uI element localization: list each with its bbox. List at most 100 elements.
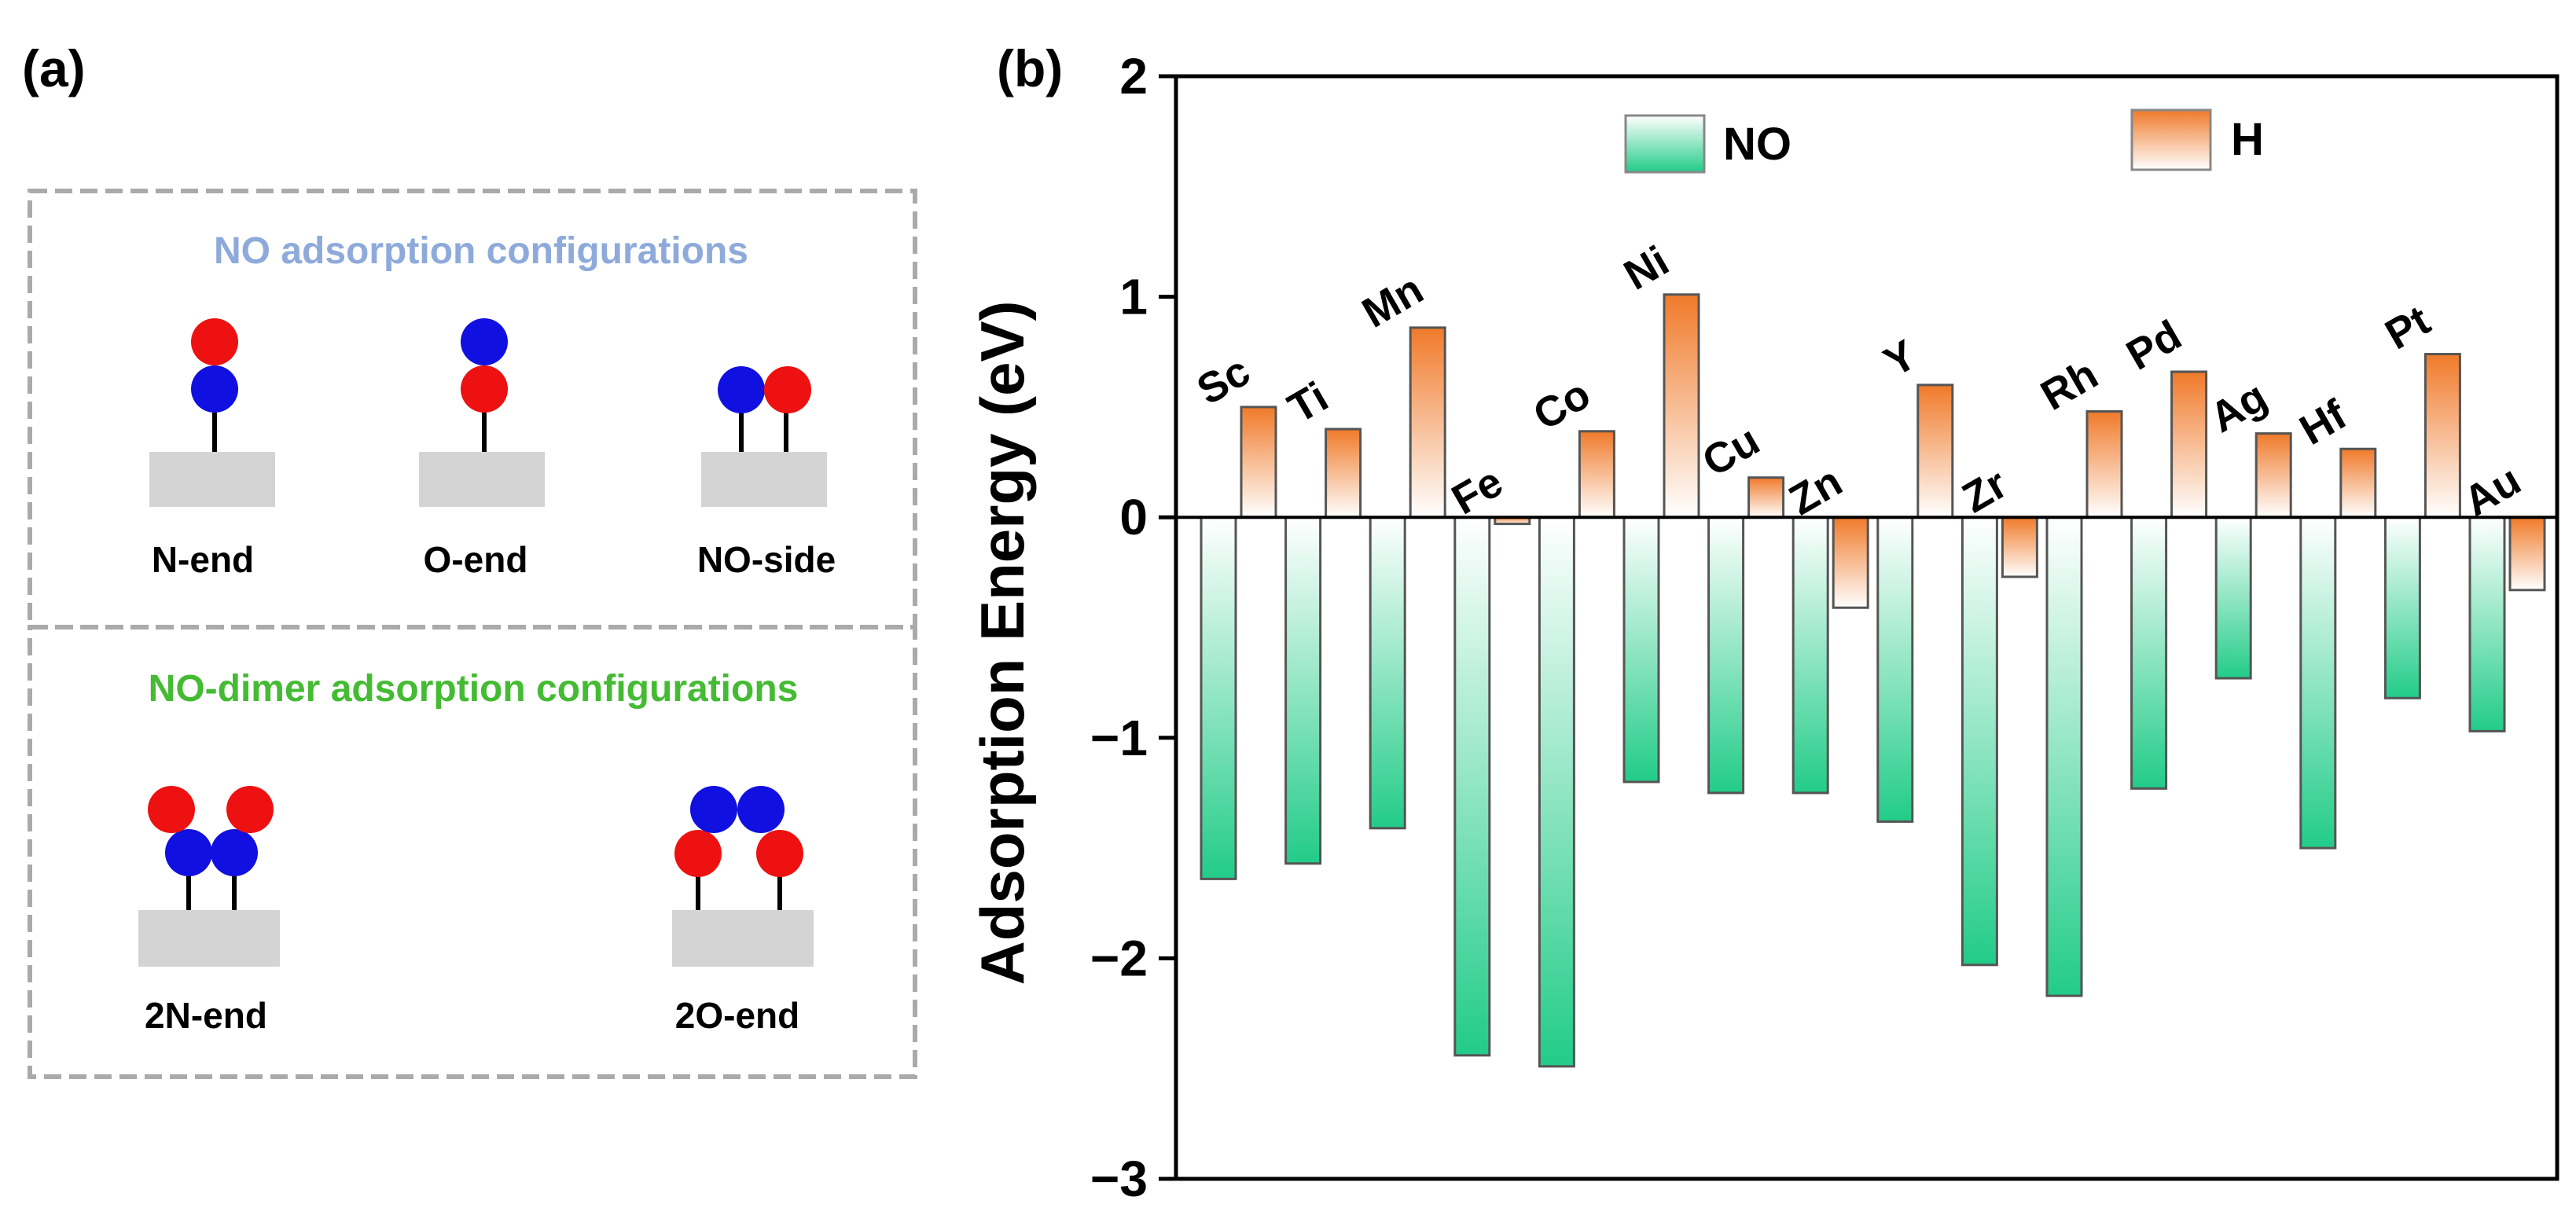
y-tick-label: 1 <box>1119 269 1148 325</box>
metal-label-y: Y <box>1876 331 1924 386</box>
bar-no-pd <box>2130 516 2168 790</box>
bar-h-zr <box>2001 516 2038 578</box>
config-no-side: NO-side <box>697 366 836 580</box>
legend-label-h: H <box>2231 114 2264 165</box>
y-tick-label: 2 <box>1119 48 1148 105</box>
nitrogen-atom <box>690 786 737 833</box>
bar-no-rh <box>2045 516 2083 997</box>
y-axis-ticks: −3 −2 −1 0 1 2 <box>1090 48 1176 1207</box>
bar-h-pd <box>2170 370 2208 519</box>
y-tick-label: −1 <box>1090 710 1148 766</box>
config-label-2n-end: 2N-end <box>145 995 267 1036</box>
config-label-o-end: O-end <box>424 539 528 580</box>
config-label-2o-end: 2O-end <box>675 995 799 1036</box>
metal-label-hf: Hf <box>2292 391 2355 454</box>
metal-label-ag: Ag <box>2203 373 2275 442</box>
bar-no-fe <box>1453 516 1491 1057</box>
metal-label-ni: Ni <box>1616 237 1677 299</box>
surface-slab <box>138 910 280 967</box>
bar-no-au <box>2468 516 2506 732</box>
bar-no-zn <box>1791 516 1829 795</box>
bar-no-mn <box>1369 516 1406 830</box>
no-section-title: NO adsorption configurations <box>214 230 748 272</box>
surface-slab <box>701 452 827 507</box>
bar-h-ag <box>2254 432 2292 519</box>
metal-label-fe: Fe <box>1444 458 1511 523</box>
config-label-n-end: N-end <box>152 539 254 580</box>
bar-h-ni <box>1663 293 1700 519</box>
metal-label-mn: Mn <box>1354 266 1431 337</box>
y-tick-label: 0 <box>1119 489 1148 545</box>
bar-h-pt <box>2423 353 2461 519</box>
bar-no-cu <box>1707 516 1745 795</box>
oxygen-atom <box>461 365 508 413</box>
oxygen-atom <box>764 366 811 413</box>
bar-h-zn <box>1832 516 1869 609</box>
metal-label-au: Au <box>2456 457 2528 526</box>
bar-h-au <box>2508 516 2546 592</box>
oxygen-atom <box>148 786 195 833</box>
oxygen-atom <box>674 830 722 877</box>
config-o-end: O-end <box>419 318 545 580</box>
panel-b: (b) Adsorption Energy (eV) −3 −2 −1 0 1 2 Sc T… <box>968 39 2559 1207</box>
panel-b-label: (b) <box>997 39 1063 97</box>
metal-label-sc: Sc <box>1189 347 1258 414</box>
bar-no-zr <box>1960 516 1998 967</box>
y-tick-label: −3 <box>1090 1151 1148 1207</box>
metal-label-ti: Ti <box>1281 373 1336 432</box>
nitrogen-atom <box>737 786 785 833</box>
bar-h-mn <box>1409 326 1446 519</box>
metal-label-cu: Cu <box>1695 417 1767 486</box>
legend-swatch-no <box>1624 114 1706 174</box>
panel-a: (a) NO adsorption configurations N-end O… <box>22 39 917 1079</box>
nitrogen-atom <box>461 318 508 365</box>
nitrogen-atom <box>191 365 238 413</box>
nitrogen-atom <box>165 829 212 876</box>
metal-label-rh: Rh <box>2033 351 2105 420</box>
dimer-section-title: NO-dimer adsorption configurations <box>149 668 799 710</box>
config-2o-end: 2O-end <box>672 786 814 1036</box>
bar-h-rh <box>2085 410 2123 519</box>
bar-no-hf <box>2299 516 2337 850</box>
panel-a-label: (a) <box>22 39 86 97</box>
metal-label-co: Co <box>1526 370 1598 439</box>
config-label-no-side: NO-side <box>697 539 836 580</box>
bar-no-ni <box>1622 516 1660 784</box>
legend: NO H <box>1624 108 2264 174</box>
y-tick-label: −2 <box>1090 930 1148 986</box>
metal-label-pd: Pd <box>2118 311 2189 379</box>
bar-h-hf <box>2339 447 2377 519</box>
surface-slab <box>672 910 814 967</box>
bar-no-pt <box>2383 516 2421 699</box>
bar-no-sc <box>1200 516 1237 880</box>
bar-h-ti <box>1325 428 1362 519</box>
config-n-end: N-end <box>149 318 275 580</box>
surface-slab <box>149 452 275 507</box>
metal-label-pt: Pt <box>2378 296 2438 358</box>
oxygen-atom <box>226 786 274 833</box>
config-2n-end: 2N-end <box>138 786 280 1036</box>
bar-h-y <box>1916 384 1954 519</box>
bar-no-co <box>1538 516 1575 1068</box>
bar-no-ti <box>1284 516 1322 865</box>
nitrogen-atom <box>211 829 258 876</box>
bar-no-y <box>1876 516 1914 823</box>
plot-frame <box>1174 74 2559 1181</box>
dimer-config-box <box>28 625 917 1079</box>
bar-h-sc <box>1240 406 1277 519</box>
oxygen-atom <box>191 318 238 365</box>
surface-slab <box>419 452 545 507</box>
metal-label-zr: Zr <box>1955 460 2016 522</box>
legend-swatch-h <box>2130 108 2212 171</box>
y-axis-title: Adsorption Energy (eV) <box>968 300 1037 985</box>
chart-bars <box>1200 293 2546 1068</box>
bar-h-cu <box>1747 476 1785 519</box>
legend-label-no: NO <box>1723 119 1791 170</box>
metal-label-zn: Zn <box>1781 457 1850 524</box>
bar-h-co <box>1578 430 1615 519</box>
nitrogen-atom <box>718 366 765 413</box>
bar-no-ag <box>2214 516 2252 680</box>
oxygen-atom <box>756 830 803 877</box>
